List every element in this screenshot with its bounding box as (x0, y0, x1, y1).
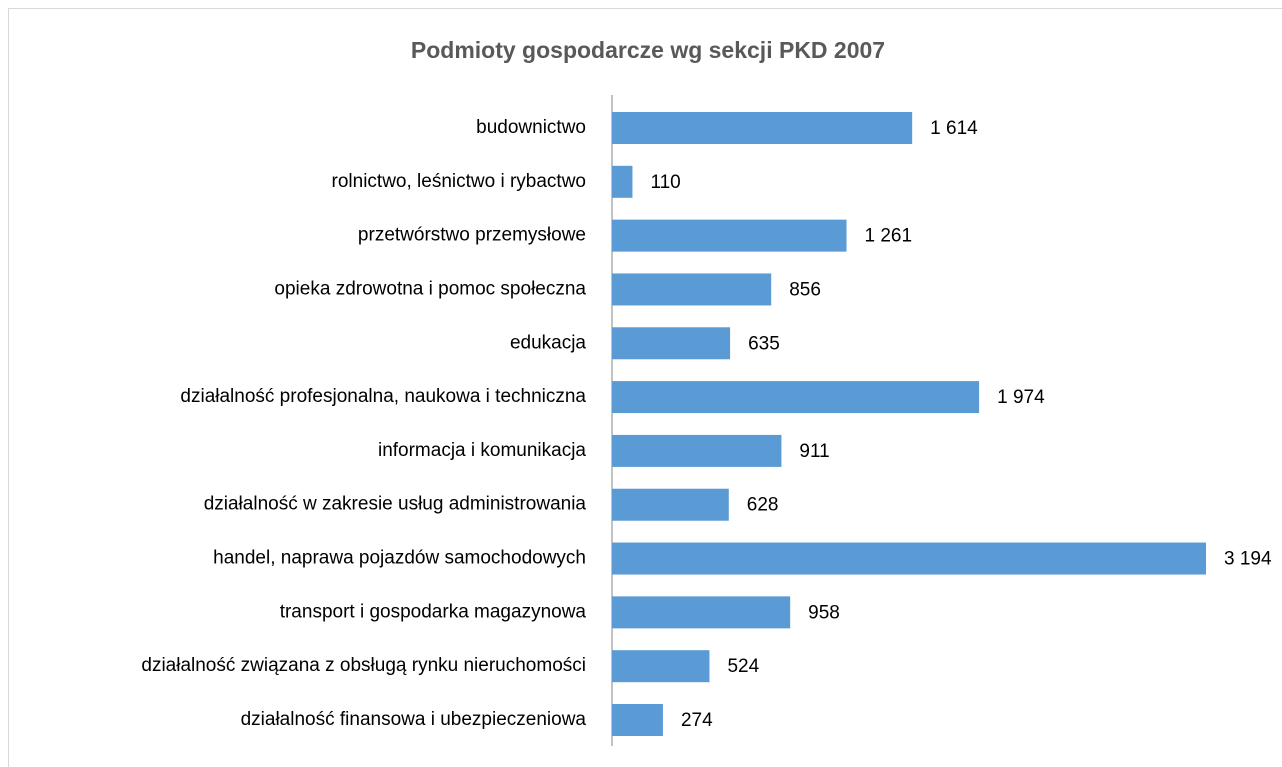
data-label: 856 (789, 279, 821, 300)
bar (612, 327, 731, 360)
data-label: 958 (808, 602, 840, 623)
category-label: opieka zdrowotna i pomoc społeczna (274, 278, 586, 299)
category-label: rolnictwo, leśnictwo i rybactwo (332, 171, 586, 192)
bar (612, 488, 729, 521)
category-label: przetwórstwo przemysłowe (358, 225, 586, 246)
category-label: działalność profesjonalna, naukowa i tec… (180, 386, 586, 407)
category-label: budownictwo (476, 117, 586, 138)
bar (612, 273, 772, 306)
data-label: 628 (747, 495, 779, 516)
chart-frame (8, 8, 1282, 767)
chart-title: Podmioty gospodarcze wg sekcji PKD 2007 (411, 37, 885, 63)
category-label: informacja i komunikacja (378, 440, 586, 461)
data-label: 274 (681, 710, 713, 731)
bar (612, 650, 710, 683)
data-label: 110 (650, 172, 680, 193)
category-label: transport i gospodarka magazynowa (280, 601, 587, 622)
data-label: 1 614 (930, 118, 978, 139)
category-label: działalność w zakresie usług administrow… (204, 494, 587, 515)
bar (612, 542, 1206, 575)
data-label: 911 (799, 441, 829, 462)
bar (612, 219, 847, 252)
bar (612, 112, 913, 144)
bar (612, 165, 633, 198)
data-label: 635 (748, 333, 780, 354)
data-label: 1 974 (997, 387, 1045, 408)
category-label: handel, naprawa pojazdów samochodowych (213, 548, 586, 569)
bar (612, 704, 663, 736)
data-label: 1 261 (865, 226, 913, 247)
data-label: 524 (727, 656, 759, 677)
category-label: działalność związana z obsługą rynku nie… (141, 655, 586, 676)
data-label: 3 194 (1224, 549, 1272, 570)
bar (612, 434, 782, 467)
category-label: edukacja (510, 332, 586, 353)
bar (612, 596, 791, 629)
bar (612, 381, 980, 414)
category-label: działalność finansowa i ubezpieczeniowa (241, 709, 587, 730)
